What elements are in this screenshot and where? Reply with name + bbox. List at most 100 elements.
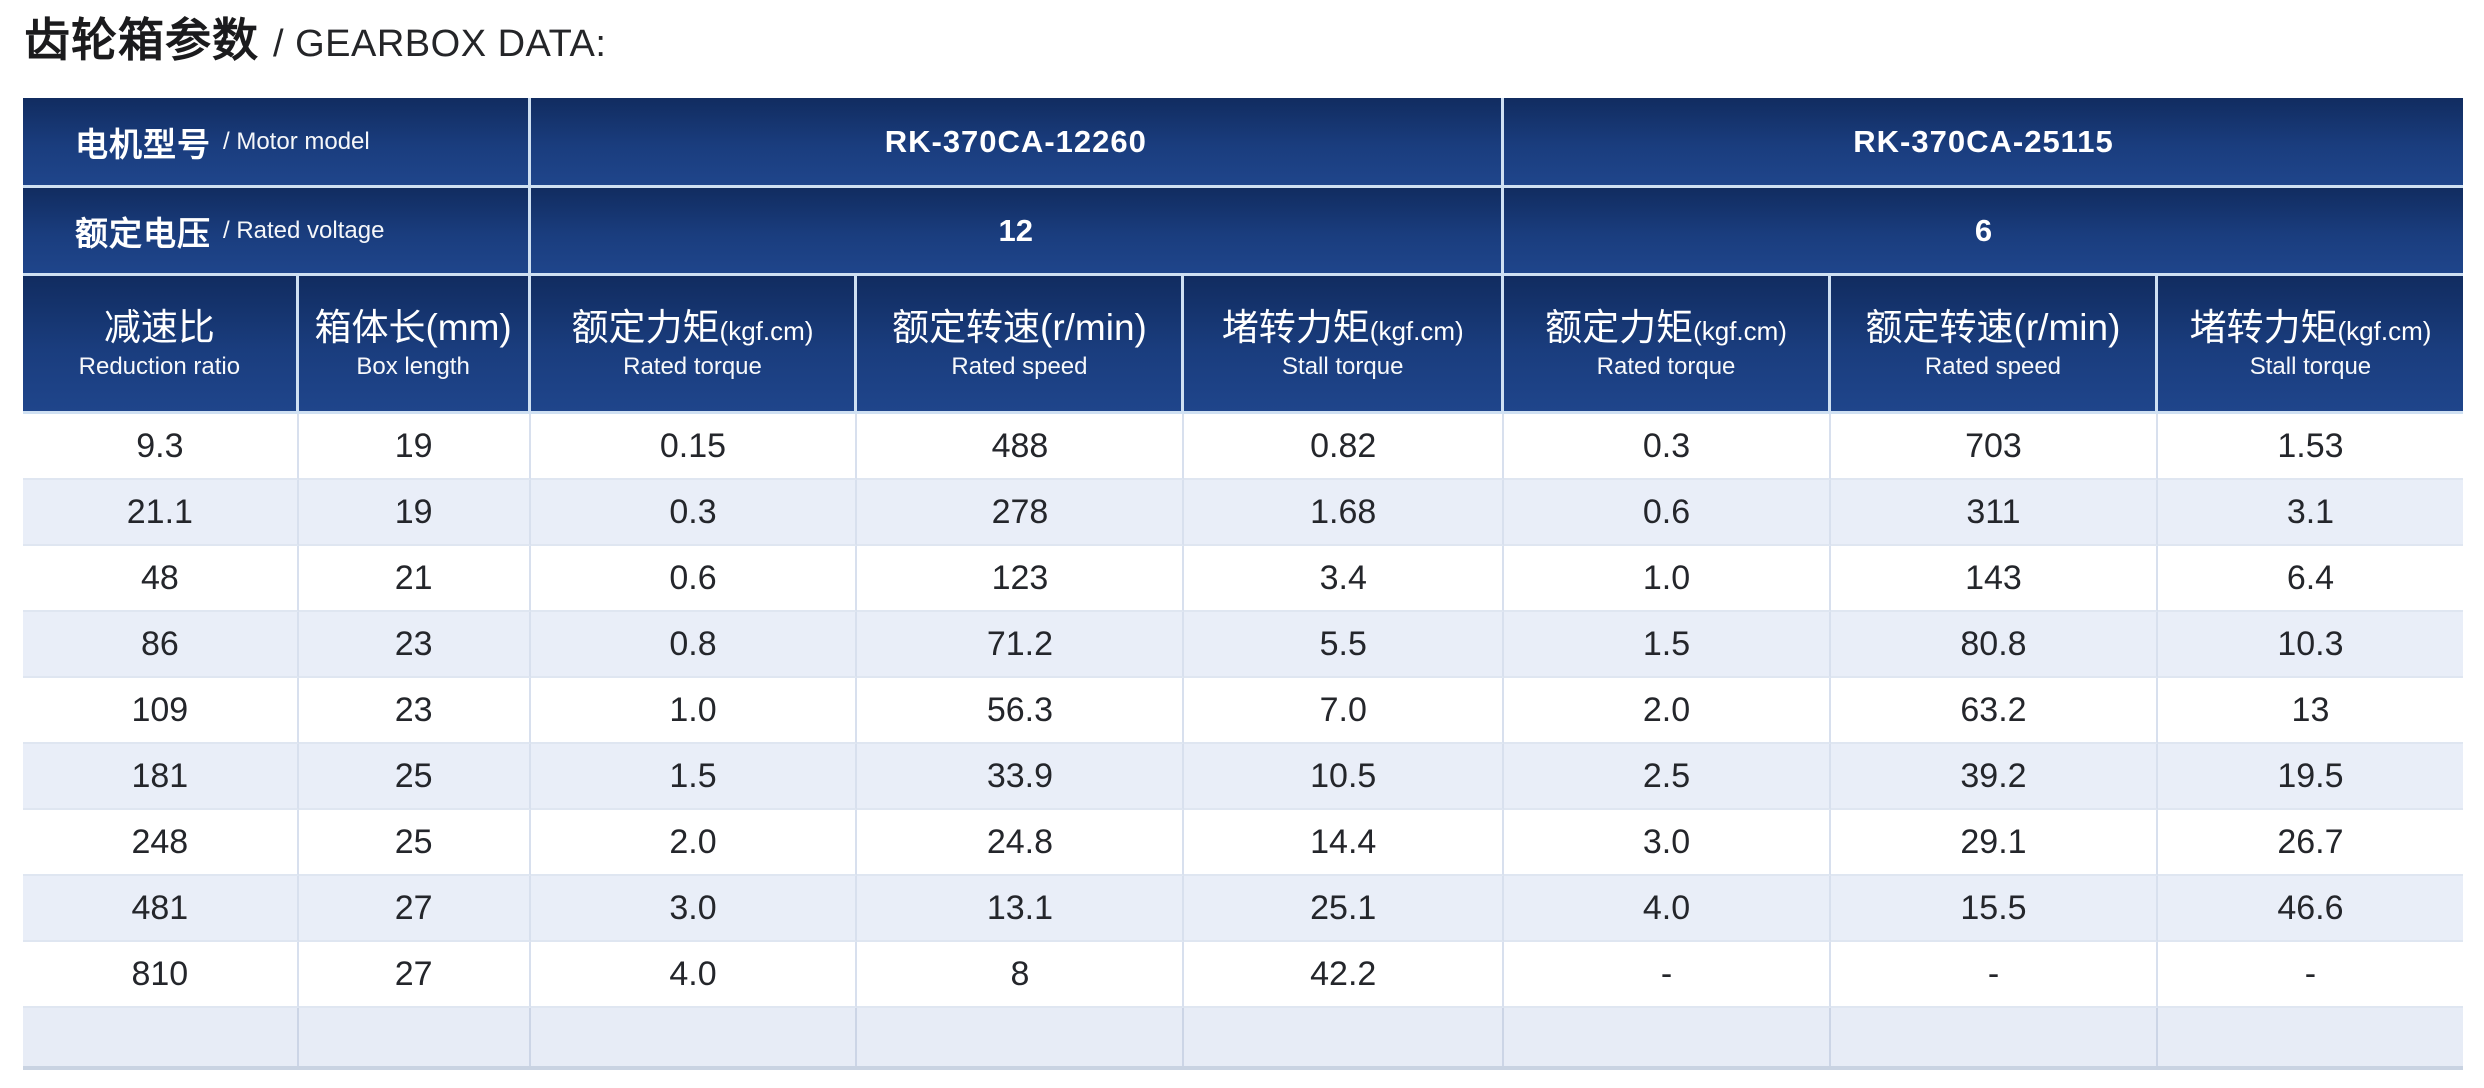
column-header-unit: (mm) <box>425 306 512 348</box>
table-cell: 24.8 <box>857 810 1185 876</box>
table-cell: 1.53 <box>2157 414 2463 480</box>
column-header-en: Rated torque <box>623 352 762 380</box>
motor-model-1: RK-370CA-12260 <box>530 98 1505 188</box>
table-cell: 23 <box>298 678 531 744</box>
table-cell: 48 <box>23 546 299 612</box>
table-cell: - <box>1831 942 2158 1008</box>
empty-cell <box>298 1008 531 1066</box>
table-cell: 0.3 <box>1504 414 1831 480</box>
column-header-zh: 额定力矩 <box>571 306 720 348</box>
table-cell: 86 <box>23 612 299 678</box>
table-cell: 27 <box>298 942 531 1008</box>
table-cell: 39.2 <box>1831 744 2158 810</box>
table-cell: 25 <box>298 744 531 810</box>
table-cell: 46.6 <box>2157 876 2463 942</box>
table-cell: 5.5 <box>1184 612 1505 678</box>
table-cell: 4.0 <box>530 942 858 1008</box>
column-header-unit: (kgf.cm) <box>1369 315 1464 346</box>
table-cell: 3.0 <box>1504 810 1831 876</box>
table-cell: 0.15 <box>530 414 858 480</box>
table-cell: 27 <box>298 876 531 942</box>
table-cell: 10.3 <box>2157 612 2463 678</box>
table-cell: 0.82 <box>1184 414 1505 480</box>
table-cell: 23 <box>298 612 531 678</box>
empty-cell <box>1831 1008 2158 1066</box>
table-cell: 4.0 <box>1504 876 1831 942</box>
table-cell: 21.1 <box>23 480 299 546</box>
empty-cell <box>1184 1008 1505 1066</box>
empty-cell <box>23 1008 299 1066</box>
table-cell: 810 <box>23 942 299 1008</box>
table-cell: 3.4 <box>1184 546 1505 612</box>
table-cell: 42.2 <box>1184 942 1505 1008</box>
table-cell: 123 <box>857 546 1185 612</box>
page-title-zh: 齿轮箱参数 <box>24 14 259 66</box>
voltage-value-1: 12 <box>530 188 1505 276</box>
table-cell: 1.5 <box>530 744 858 810</box>
empty-cell <box>1504 1008 1831 1066</box>
gearbox-data-table: 电机型号 / Motor model RK-370CA-12260 RK-370… <box>23 98 2463 1070</box>
table-cell: 19.5 <box>2157 744 2463 810</box>
table-cell: 3.1 <box>2157 480 2463 546</box>
table-cell: 6.4 <box>2157 546 2463 612</box>
column-header-unit: (kgf.cm) <box>2337 315 2432 346</box>
column-header-unit: (r/min) <box>2013 306 2121 348</box>
voltage-value-2: 6 <box>1504 188 2463 276</box>
column-header-zh: 额定力矩 <box>1545 306 1694 348</box>
column-header-en: Stall torque <box>2249 352 2372 380</box>
table-cell: 13 <box>2157 678 2463 744</box>
table-cell: 14.4 <box>1184 810 1505 876</box>
column-header-en: Rated speed <box>951 352 1088 380</box>
table-cell: - <box>2157 942 2463 1008</box>
table-cell: 13.1 <box>857 876 1185 942</box>
table-cell: 8 <box>857 942 1185 1008</box>
column-header-zh: 额定转速 <box>1865 306 2014 348</box>
table-cell: 25.1 <box>1184 876 1505 942</box>
column-header-unit: (kgf.cm) <box>1693 315 1787 346</box>
motor-model-1-name: RK-370CA-12260 <box>884 123 1147 159</box>
motor-model-2-name: RK-370CA-25115 <box>1853 123 2114 159</box>
table-cell: 26.7 <box>2157 810 2463 876</box>
column-header-en: Rated speed <box>1924 352 2062 380</box>
table-cell: 481 <box>23 876 299 942</box>
column-header: 堵转力矩 (kgf.cm) Stall torque <box>2157 276 2463 414</box>
motor-model-label-en: / Motor model <box>223 127 370 155</box>
column-header-en: Reduction ratio <box>78 352 241 380</box>
page-title: 齿轮箱参数 / GEARBOX DATA: <box>24 4 606 70</box>
column-header: 堵转力矩 (kgf.cm) Stall torque <box>1184 276 1505 414</box>
table-cell: 21 <box>298 546 531 612</box>
column-header: 额定力矩 (kgf.cm) Rated torque <box>530 276 858 414</box>
table-cell: 3.0 <box>530 876 858 942</box>
table-cell: 19 <box>298 414 531 480</box>
table-cell: 7.0 <box>1184 678 1505 744</box>
table-cell: 109 <box>23 678 299 744</box>
motor-model-2: RK-370CA-25115 <box>1504 98 2463 188</box>
column-header: 额定转速 (r/min) Rated speed <box>1831 276 2158 414</box>
table-cell: 0.6 <box>1504 480 1831 546</box>
table-cell: 15.5 <box>1831 876 2158 942</box>
page-title-en: / GEARBOX DATA: <box>273 23 607 65</box>
column-header-zh: 堵转力矩 <box>1221 306 1370 348</box>
rated-voltage-label-en: / Rated voltage <box>223 216 385 244</box>
table-cell: 71.2 <box>857 612 1185 678</box>
table-cell: 56.3 <box>857 678 1185 744</box>
table-cell: 0.8 <box>530 612 858 678</box>
column-header-zh: 堵转力矩 <box>2189 306 2338 348</box>
column-header-unit: (r/min) <box>1040 306 1147 348</box>
table-cell: 19 <box>298 480 531 546</box>
column-header-en: Stall torque <box>1282 352 1404 380</box>
table-cell: 63.2 <box>1831 678 2158 744</box>
column-header-zh: 减速比 <box>103 306 215 348</box>
table-cell: 2.0 <box>530 810 858 876</box>
table-cell: 143 <box>1831 546 2158 612</box>
table-cell: 0.3 <box>530 480 858 546</box>
table-cell: 33.9 <box>857 744 1185 810</box>
table-cell: 1.68 <box>1184 480 1505 546</box>
column-header: 额定力矩 (kgf.cm) Rated torque <box>1504 276 1831 414</box>
empty-cell <box>2157 1008 2463 1066</box>
table-cell: 0.6 <box>530 546 858 612</box>
table-cell: 10.5 <box>1184 744 1505 810</box>
table-cell: 248 <box>23 810 299 876</box>
column-header: 箱体长 (mm) Box length <box>298 276 531 414</box>
column-header-zh: 额定转速 <box>892 306 1040 348</box>
